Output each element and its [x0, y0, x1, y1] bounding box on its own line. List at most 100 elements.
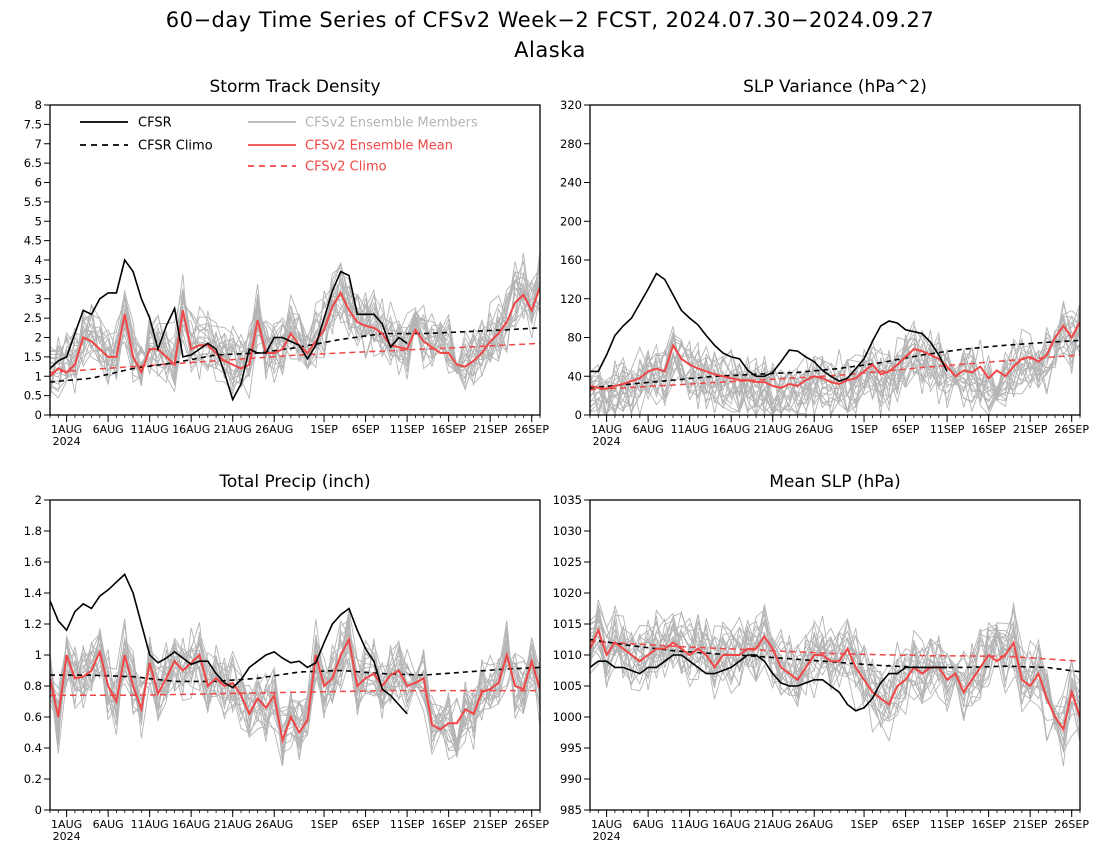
- ensemble-member-line: [50, 279, 540, 393]
- y-tick-label: 1.4: [24, 586, 42, 600]
- y-tick-label: 4: [35, 253, 42, 267]
- x-tick-label: 26SEP: [514, 818, 549, 831]
- y-tick-label: 8: [35, 98, 42, 112]
- y-tick-label: 985: [560, 803, 582, 817]
- panel-frame: [49, 104, 541, 416]
- ensemble-mean-line: [590, 321, 1080, 390]
- x-tick-label: 26AUG: [255, 818, 293, 831]
- x-year-label: 2024: [593, 830, 621, 843]
- ensemble-member-line: [50, 614, 540, 734]
- x-tick-label: 16AUG: [712, 423, 750, 436]
- x-tick-label: 26AUG: [255, 423, 293, 436]
- ensemble-member-line: [50, 258, 540, 385]
- x-tick-label: 21AUG: [754, 818, 792, 831]
- x-tick-label: 11SEP: [930, 818, 965, 831]
- x-tick-label: 21SEP: [473, 423, 508, 436]
- ensemble-member-line: [50, 273, 540, 383]
- x-tick-label: 16SEP: [971, 423, 1006, 436]
- panel-data-group: [590, 599, 1080, 767]
- x-year-label: 2024: [593, 435, 621, 448]
- y-tick-label: 320: [560, 98, 582, 112]
- y-tick-label: 1: [35, 369, 42, 383]
- y-tick-label: 5.5: [24, 195, 42, 209]
- y-tick-label: 1.8: [24, 524, 42, 538]
- legend-label: CFSv2 Ensemble Mean: [305, 139, 453, 154]
- ensemble-member-line: [590, 331, 1080, 413]
- x-tick-label: 26SEP: [514, 423, 549, 436]
- y-tick-label: 0: [35, 408, 42, 422]
- y-tick-label: 1.6: [24, 555, 42, 569]
- legend-label: CFSv2 Ensemble Members: [305, 116, 478, 131]
- ensemble-member-line: [590, 303, 1080, 415]
- legend: CFSR CFSR Climo CFSv2 Ensemble Members CFSv…: [80, 116, 478, 175]
- ensemble-member-line: [50, 250, 540, 385]
- x-tick-label: 11AUG: [671, 818, 709, 831]
- ensemble-member-line: [590, 620, 1080, 767]
- y-tick-label: 240: [560, 176, 582, 190]
- x-tick-label: 16SEP: [971, 818, 1006, 831]
- legend-item: CFSv2 Ensemble Mean: [248, 139, 453, 154]
- legend-item: CFSR: [80, 116, 172, 131]
- x-tick-label: 16AUG: [172, 423, 210, 436]
- cfsv2-climo-line: [590, 354, 1080, 391]
- cfsr-line: [590, 272, 948, 382]
- x-tick-label: 16SEP: [431, 423, 466, 436]
- y-tick-label: 1.5: [24, 350, 42, 364]
- x-tick-label: 21AUG: [754, 423, 792, 436]
- x-tick-label: 11SEP: [390, 423, 425, 436]
- y-tick-label: 4.5: [24, 234, 42, 248]
- y-tick-label: 1000: [553, 710, 582, 724]
- x-tick-label: 11SEP: [930, 423, 965, 436]
- cfsv2-climo-line: [590, 640, 1080, 662]
- y-tick-label: 7: [35, 137, 42, 151]
- x-tick-label: 16SEP: [431, 818, 466, 831]
- x-tick-label: 21AUG: [214, 423, 252, 436]
- y-tick-label: 160: [560, 253, 582, 267]
- cfsv2-climo-line: [50, 342, 540, 374]
- x-tick-label: 21AUG: [214, 818, 252, 831]
- cfsr-climo-line: [50, 327, 540, 383]
- ensemble-member-line: [590, 321, 1080, 413]
- y-tick-label: 1: [35, 648, 42, 662]
- y-tick-label: 2.5: [24, 311, 42, 325]
- y-tick-label: 280: [560, 137, 582, 151]
- y-tick-label: 40: [567, 369, 582, 383]
- cfsr-climo-line: [590, 339, 1080, 389]
- ensemble-member-line: [590, 627, 1080, 742]
- x-tick-label: 26AUG: [795, 423, 833, 436]
- ensemble-member-line: [50, 620, 540, 759]
- x-tick-label: 11AUG: [131, 818, 169, 831]
- ensemble-member-line: [590, 632, 1080, 736]
- y-tick-label: 1020: [553, 586, 582, 600]
- x-tick-label: 1SEP: [850, 423, 878, 436]
- y-tick-label: 0.5: [24, 389, 42, 403]
- x-tick-label: 26SEP: [1054, 423, 1089, 436]
- x-year-label: 2024: [53, 830, 81, 843]
- x-tick-label: 1AUG: [51, 818, 82, 831]
- ensemble-mean-line: [50, 636, 540, 745]
- y-tick-label: 1005: [553, 679, 582, 693]
- chart-panel-3: Total Precip (inch) 0 0.2 0.4 0.6 0.8 1 1.2 1.4 1…: [24, 472, 550, 843]
- x-tick-label: 6AUG: [93, 423, 124, 436]
- cfsr-line: [50, 258, 408, 402]
- y-tick-label: 0: [35, 803, 42, 817]
- x-tick-label: 26AUG: [795, 818, 833, 831]
- x-tick-label: 1AUG: [51, 423, 82, 436]
- legend-item: CFSv2 Ensemble Members: [248, 116, 478, 131]
- cfsv2-climo-line: [50, 689, 540, 697]
- x-tick-label: 6SEP: [892, 818, 920, 831]
- x-tick-label: 6SEP: [352, 818, 380, 831]
- x-tick-label: 6AUG: [93, 818, 124, 831]
- y-tick-label: 2: [35, 331, 42, 345]
- y-tick-label: 6.5: [24, 156, 42, 170]
- x-tick-label: 26SEP: [1054, 818, 1089, 831]
- x-tick-label: 21SEP: [1013, 423, 1048, 436]
- chart-panel-4: Mean SLP (hPa) 985 990 995 1000 1005 1010 1015 1…: [553, 472, 1090, 843]
- x-tick-label: 6SEP: [892, 423, 920, 436]
- panel-title: Mean SLP (hPa): [769, 472, 901, 492]
- y-tick-label: 0.6: [24, 710, 42, 724]
- y-tick-label: 1.2: [24, 617, 42, 631]
- y-tick-label: 120: [560, 292, 582, 306]
- x-tick-label: 21SEP: [1013, 818, 1048, 831]
